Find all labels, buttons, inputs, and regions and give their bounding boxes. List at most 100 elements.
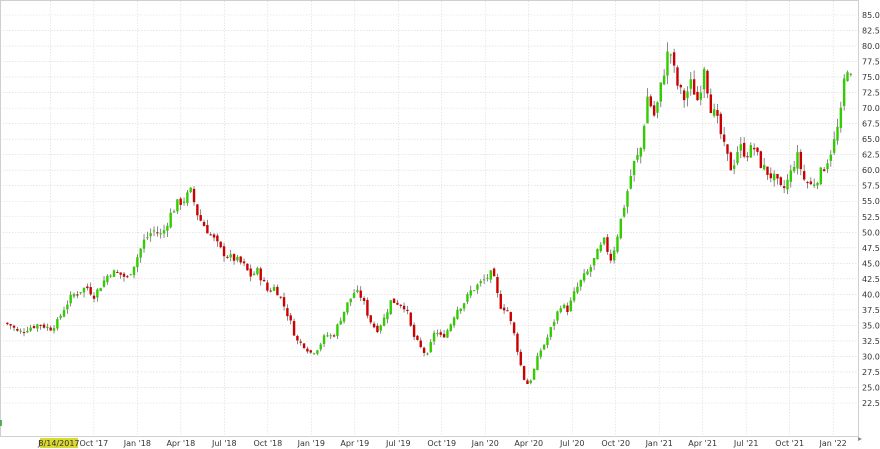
candle-up (252, 273, 256, 276)
candle-up (389, 300, 392, 315)
candle-down (76, 294, 79, 296)
candle-up (132, 266, 136, 276)
candle-down (506, 310, 509, 312)
candle-up (466, 294, 469, 302)
candle-down (266, 282, 269, 291)
candle-up (786, 179, 789, 190)
candle-down (746, 156, 749, 158)
candle-down (742, 142, 746, 157)
candle-up (572, 291, 576, 301)
candle-up (129, 274, 132, 276)
candle-down (259, 268, 262, 281)
candle-down (222, 246, 226, 257)
candle-up (626, 191, 629, 207)
candle-down (406, 309, 409, 312)
candle-up (542, 344, 546, 350)
candle-down (16, 328, 19, 331)
candle-up (476, 284, 479, 290)
candle-up (166, 225, 169, 231)
candle-down (369, 315, 372, 323)
candle-down (692, 79, 696, 95)
x-tick-label: Apr '18 (166, 439, 195, 448)
candle-down (722, 134, 726, 142)
y-tick-label: 82.50 (862, 27, 880, 36)
candle-up (432, 332, 436, 342)
candle-up (142, 239, 146, 249)
candle-down (706, 70, 709, 94)
candle-up (339, 320, 342, 325)
candle-down (522, 366, 526, 380)
candle-down (709, 94, 713, 114)
candle-up (62, 310, 66, 317)
candle-up (532, 368, 536, 380)
candle-down (609, 253, 612, 261)
candle-up (146, 237, 149, 239)
candle-up (739, 144, 743, 151)
candle-up (162, 230, 166, 234)
candle-up (109, 275, 112, 277)
candle-up (312, 353, 316, 355)
candle-down (392, 298, 396, 304)
candle-down (92, 295, 96, 299)
candle-up (112, 270, 116, 277)
x-tick-label: Apr '19 (340, 439, 369, 448)
candle-up (36, 324, 39, 329)
candle-up (836, 126, 839, 141)
candle-up (639, 147, 642, 157)
y-tick-label: 35.00 (862, 321, 880, 330)
candle-up (839, 107, 843, 128)
candle-up (99, 288, 102, 292)
y-tick-label: 47.50 (862, 244, 880, 253)
candle-down (776, 173, 779, 179)
candle-down (49, 327, 52, 331)
candle-down (309, 350, 312, 353)
candle-up (602, 237, 606, 244)
candle-up (319, 344, 322, 350)
candle-down (302, 343, 306, 349)
candle-down (359, 290, 362, 298)
candle-up (732, 165, 736, 169)
x-tick-label: Oct '17 (79, 439, 108, 448)
x-tick-label: Apr '21 (688, 439, 717, 448)
candle-up (486, 277, 489, 279)
x-tick-label: Oct '21 (775, 439, 804, 448)
candle-down (12, 325, 16, 328)
candle-up (536, 355, 539, 371)
y-tick-label: 85.00 (862, 11, 880, 20)
candle-up (556, 311, 559, 321)
candle-up (592, 258, 596, 266)
candle-down (729, 152, 733, 171)
candle-up (819, 167, 823, 185)
candle-down (402, 305, 406, 310)
candle-up (662, 75, 666, 85)
candle-down (649, 96, 652, 107)
candle-down (492, 268, 496, 277)
candle-down (396, 302, 399, 305)
candle-up (176, 199, 179, 212)
candle-down (282, 297, 286, 307)
candle-up (96, 289, 99, 298)
candle-down (652, 105, 656, 116)
candle-up (482, 279, 486, 281)
candle-up (636, 155, 639, 160)
candle-down (179, 198, 182, 205)
candle-down (376, 325, 379, 333)
candle-down (696, 91, 699, 101)
candle-up (629, 175, 632, 189)
y-tick-label: 27.50 (862, 368, 880, 377)
candle-up (589, 267, 592, 272)
x-tick-label: Apr '20 (514, 439, 543, 448)
candle-down (192, 188, 196, 203)
x-tick-label: Jan '20 (471, 439, 499, 448)
candle-up (56, 319, 59, 329)
y-tick-label: 42.50 (862, 275, 880, 284)
candle-down (526, 380, 529, 385)
y-tick-label: 32.50 (862, 337, 880, 346)
candle-up (712, 109, 716, 116)
x-tick-label: Jan '22 (819, 439, 847, 448)
candle-down (156, 232, 159, 234)
x-tick-label: Jul '20 (559, 439, 585, 448)
grid (0, 1, 858, 437)
x-tick-label: Jan '18 (123, 439, 151, 448)
